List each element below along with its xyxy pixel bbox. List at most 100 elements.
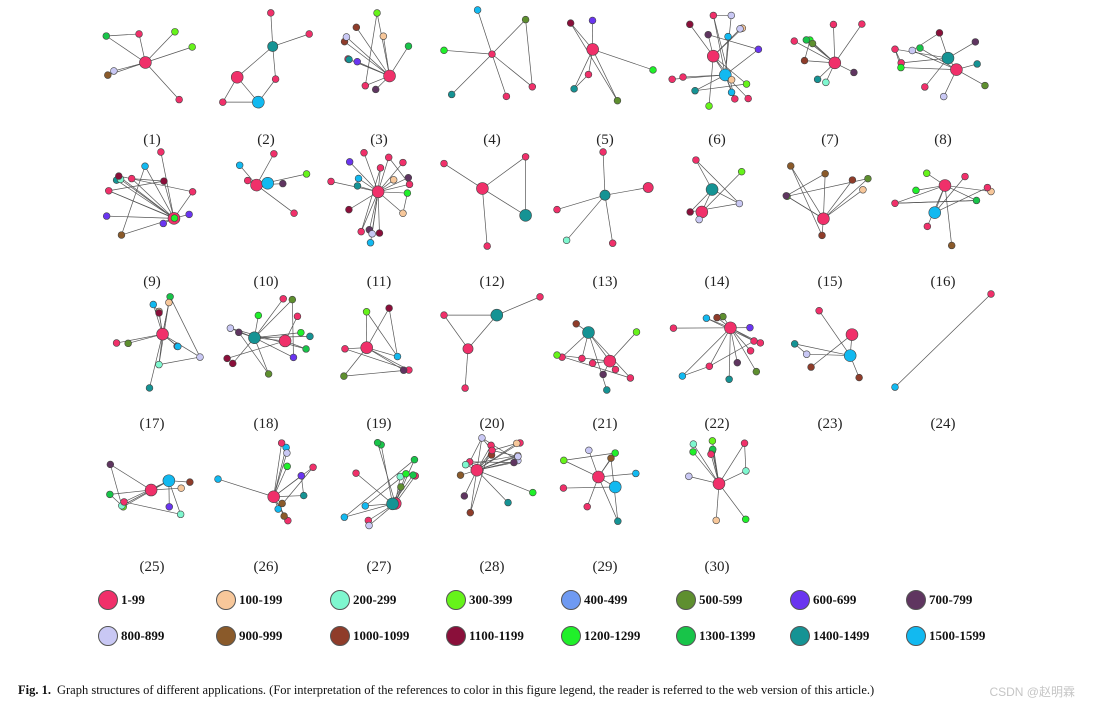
graph-node [807,363,815,371]
graph-edge [823,189,864,220]
panel-label: (14) [705,274,730,290]
graph-node [230,70,244,84]
graph-node [440,159,448,168]
graph-node [235,328,243,337]
graph-edge [121,166,146,236]
graph-node [891,45,899,53]
graph-edge [343,369,409,377]
legend-item: 1200-1299 [561,626,640,646]
graph-edge [823,173,826,219]
legend-label: 300-399 [469,592,513,607]
graph-node [149,300,157,309]
legend-swatch [330,626,350,646]
graph-node [626,374,635,382]
legend-swatch [561,590,581,610]
graph-node [229,359,237,368]
graph-node [366,239,375,247]
graph-node [386,497,399,511]
graph-edge [598,476,619,522]
graph-node [566,19,575,27]
graph-edge [163,181,175,219]
graph-node [529,488,537,497]
graph-node [196,353,204,361]
legend-item: 500-599 [676,590,742,610]
graph-edge [273,466,314,498]
panel-label: (15) [818,274,843,290]
graph-node [559,484,568,492]
graph-node [104,71,112,79]
graph-node [613,96,622,105]
graph-node [727,11,736,20]
graph-node [821,170,829,178]
legend-swatch [216,626,236,646]
legend-item: 1500-1599 [906,626,985,646]
graph-node [614,517,622,525]
graph-node [300,491,308,500]
panel-label: (12) [480,274,505,290]
graph-node [171,28,179,36]
graph-edge [592,49,618,101]
graph-panel [327,149,414,247]
panel-label: (16) [931,274,956,290]
graph-node [950,63,963,76]
graph-edge [592,49,654,71]
graph-edge [476,443,517,471]
graph-edge [491,19,526,55]
graph-node [935,29,944,37]
graph-node [736,25,744,33]
graph-edge [919,47,957,70]
graph-node [447,90,456,99]
graph-edge [728,327,731,380]
graph-edge [482,188,526,216]
graph-edge [794,343,851,356]
graph-node [141,162,149,170]
legend-label: 200-299 [353,592,397,607]
panel-label: (6) [708,132,726,148]
graph-edge [363,152,379,192]
graph-edge [368,191,379,230]
graph-node [274,505,282,513]
graph-node [342,33,351,41]
graph-edge [160,151,175,219]
graph-edge [823,179,853,219]
graph-edge [570,22,618,101]
graph-node [586,43,599,56]
graph-node [972,196,981,205]
graph-node [302,170,311,178]
graph-edge [464,348,469,389]
graph-node [504,498,512,507]
legend-item: 100-199 [216,590,282,610]
graph-edge [912,50,957,70]
graph-node [790,340,799,348]
graph-node [289,353,298,362]
graph-node [371,185,385,199]
graph-edge [695,159,740,204]
panel-label: (10) [254,274,279,290]
graph-edge [730,327,757,372]
graph-node [553,351,561,359]
graph-node [603,386,611,394]
graph-node [679,73,687,81]
graph-edge [556,194,606,210]
graph-panel [891,29,989,101]
graph-node [570,85,578,93]
graph-edge [360,167,381,232]
graph-node [293,312,302,321]
graph-node [713,313,721,322]
graph-node [599,370,607,379]
graph-panel [440,6,537,101]
graph-node [223,354,231,363]
panel-label: (17) [140,416,165,432]
graph-edge [476,469,533,493]
graph-edge [709,340,755,367]
graph-edge [272,46,276,80]
graph-edge [573,49,594,89]
graph-edge [236,46,273,78]
graph-panel [102,28,196,104]
graph-node [106,490,114,499]
graph-node [588,16,597,25]
graph-panel [440,153,532,250]
graph-edge [451,53,493,95]
panel-label: (29) [593,559,618,575]
graph-edge [158,356,201,365]
